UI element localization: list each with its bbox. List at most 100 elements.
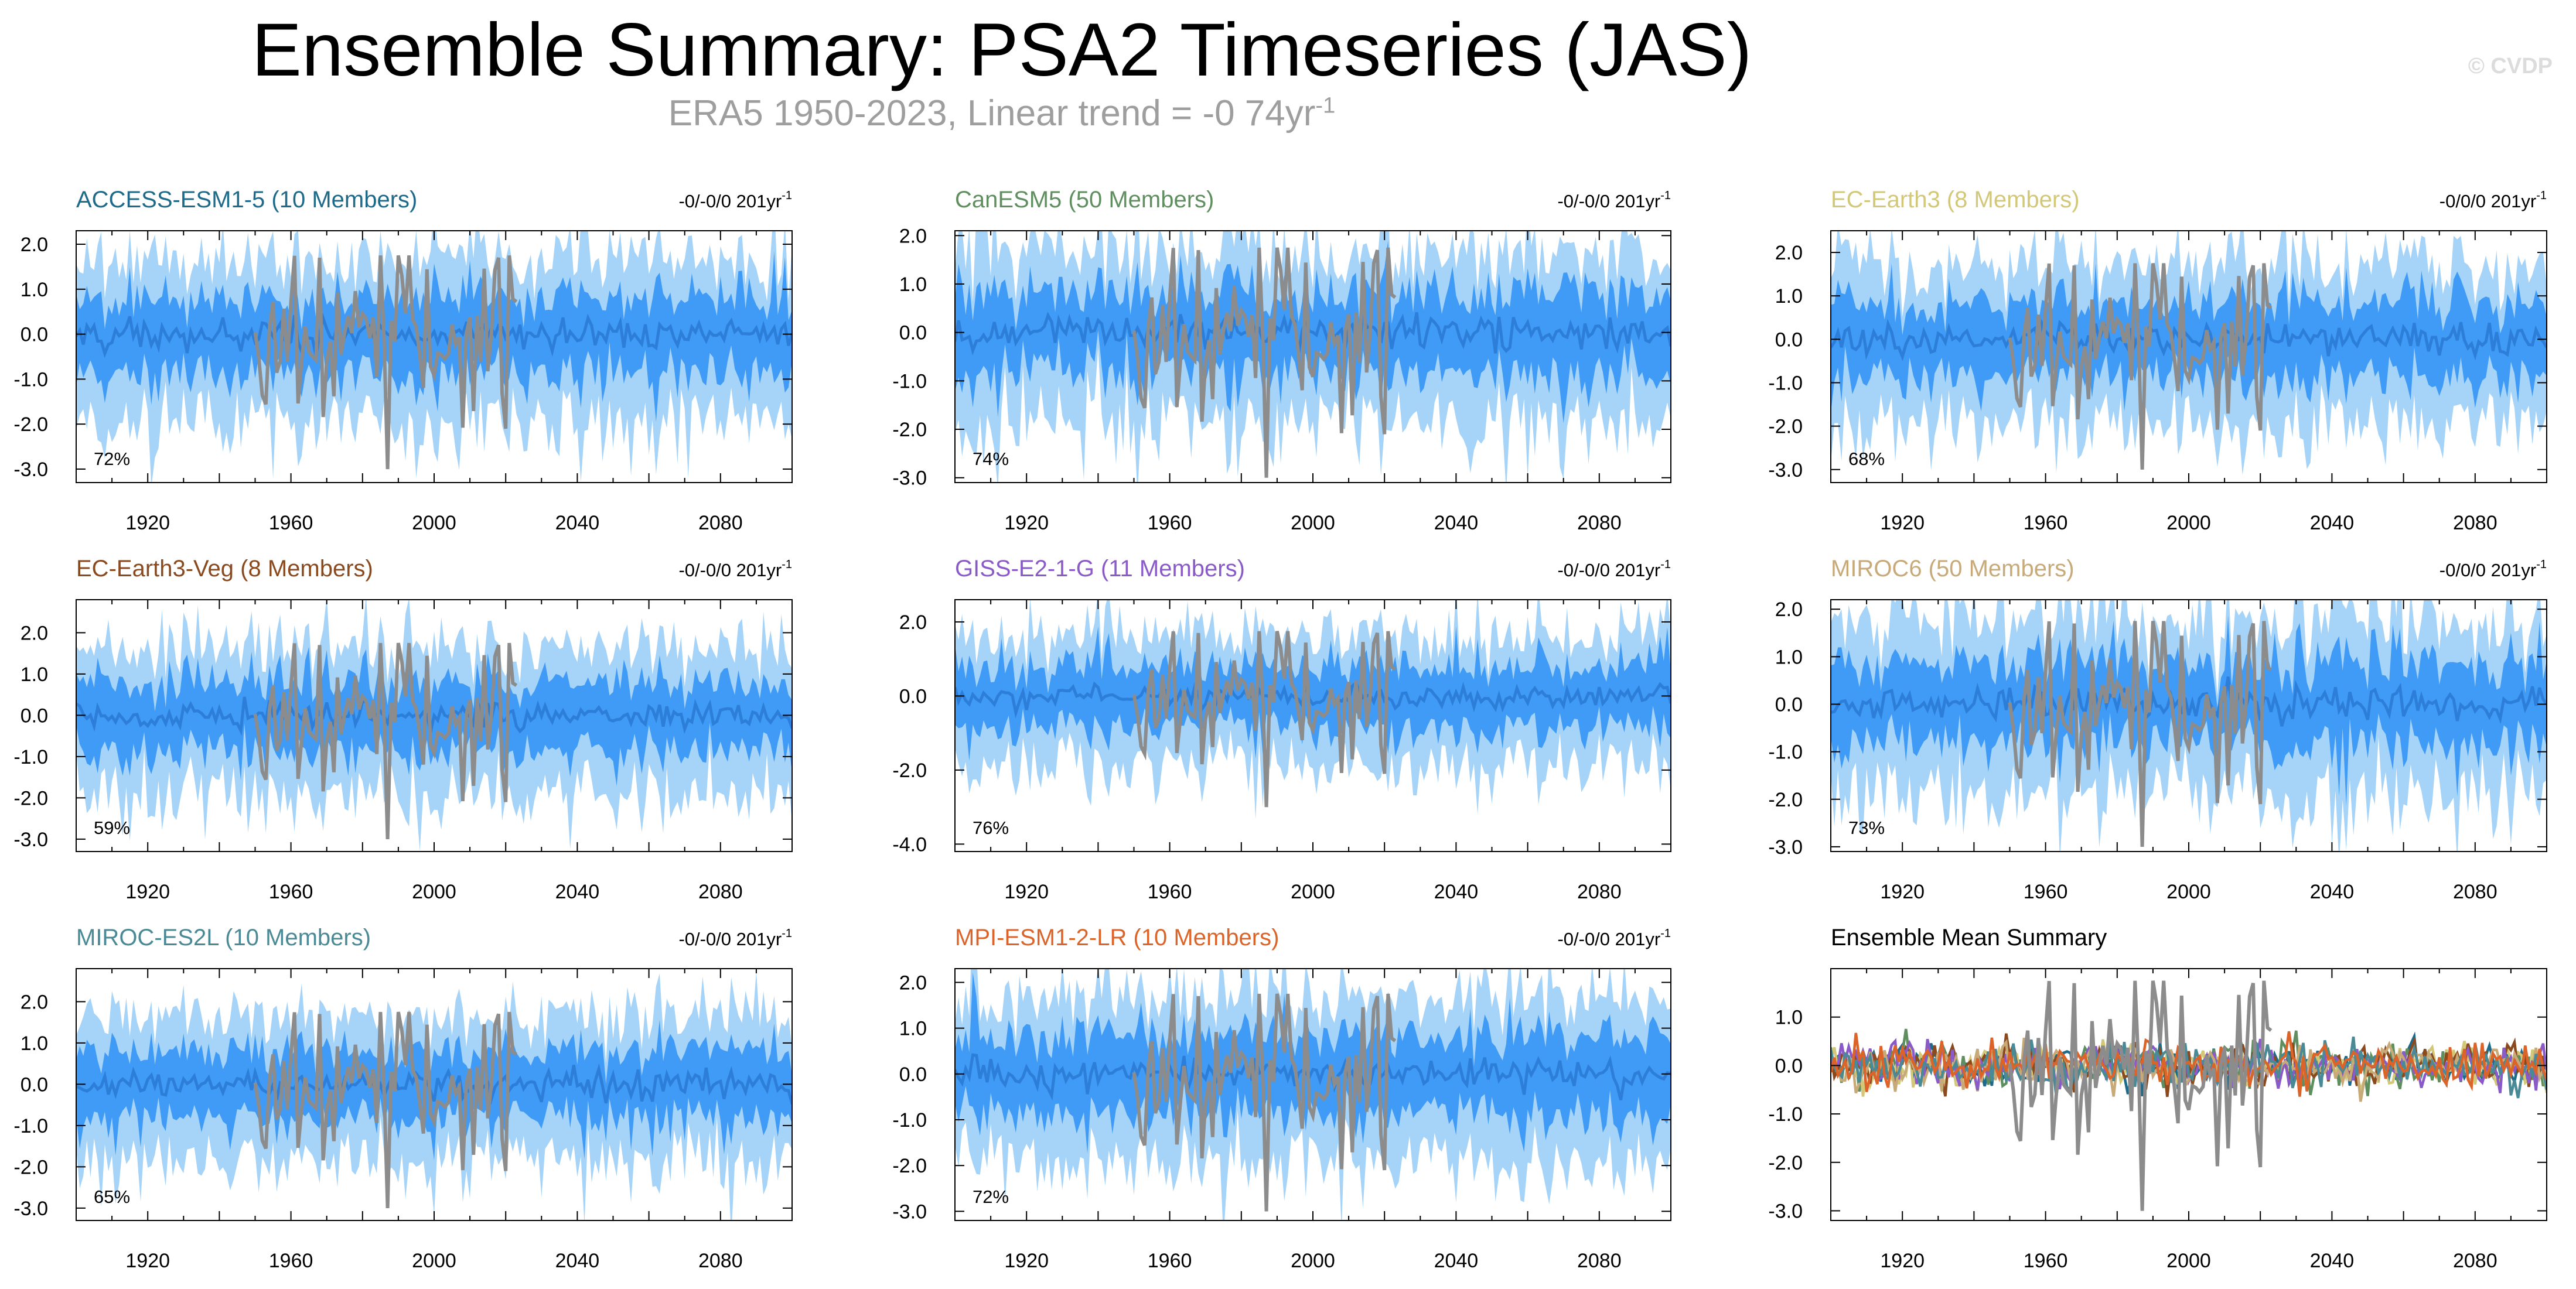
trend-label: -0/-0/0 201yr-1 (1557, 558, 1671, 580)
trend-superscript: -1 (782, 558, 792, 571)
ensemble-mean-line (955, 1053, 1671, 1101)
observed-line (1132, 631, 1397, 808)
plot-area (76, 231, 792, 483)
ytick-label: -2.0 (13, 1156, 48, 1178)
xtick-label: 1960 (2024, 512, 2068, 534)
ensemble-mean-line (76, 696, 792, 736)
trend-text: -0/0/0 201yr (2439, 560, 2536, 580)
xtick-label: 2000 (1291, 512, 1335, 534)
xtick-label: 2000 (412, 512, 456, 534)
panel-3: EC-Earth3-Veg (8 Members) -0/-0/0 201yr-1… (13, 556, 793, 903)
observed-line (2008, 980, 2273, 1211)
xtick-label: 1960 (2024, 881, 2068, 903)
ytick-label: -3.0 (13, 829, 48, 851)
percent-label: 76% (973, 818, 1009, 838)
ytick-label: 2.0 (21, 991, 48, 1013)
xtick-label: 2080 (2453, 881, 2497, 903)
ytick-label: 1.0 (1775, 285, 1803, 307)
trend-text: -0/-0/0 201yr (1557, 560, 1660, 580)
trend-label: -0/0/0 201yr-1 (2439, 558, 2547, 580)
ytick-label: -1.0 (1768, 741, 1803, 764)
plot-area (76, 971, 792, 1220)
plot-area (1831, 231, 2547, 476)
xtick-label: 2000 (2166, 881, 2211, 903)
panel-title: EC-Earth3 (8 Members) (1831, 187, 2080, 213)
percent-label: 68% (1848, 449, 1885, 469)
ensemble-mean-line (76, 1063, 792, 1105)
observed-line (2008, 263, 2273, 470)
ytick-label: -2.0 (892, 419, 927, 441)
trend-text: -0/-0/0 201yr (678, 560, 782, 580)
ytick-label: 0.0 (1775, 329, 1803, 351)
ytick-label: 2.0 (899, 225, 927, 247)
copyright-watermark: © CVDP (2468, 54, 2553, 78)
panel-5: MIROC6 (50 Members) -0/0/0 201yr-1 2.0 1.0 0… (1768, 556, 2547, 903)
panel-1: CanESM5 (50 Members) -0/-0/0 201yr-1 2.0 1.… (892, 187, 1671, 534)
ensemble-mean-line (76, 313, 792, 358)
panel-title: MIROC-ES2L (10 Members) (76, 925, 371, 950)
panel-4: GISS-E2-1-G (11 Members) -0/-0/0 201yr-1 2… (892, 556, 1671, 903)
panel-title: Ensemble Mean Summary (1831, 925, 2107, 950)
percent-label: 73% (1848, 818, 1885, 838)
ytick-label: 0.0 (1775, 1055, 1803, 1077)
observed-line (253, 642, 518, 839)
panel-title: ACCESS-ESM1-5 (10 Members) (76, 187, 417, 213)
xtick-label: 2040 (1434, 881, 1479, 903)
ytick-label: -2.0 (1768, 416, 1803, 438)
panel-0: ACCESS-ESM1-5 (10 Members) -0/-0/0 201yr-… (13, 187, 793, 534)
inner-spread-band (76, 251, 792, 422)
xtick-label: 2040 (555, 1250, 600, 1272)
plot-area (955, 600, 1671, 819)
ytick-label: -1.0 (13, 368, 48, 391)
plot-area (1831, 980, 2547, 1211)
xtick-label: 2000 (2166, 512, 2211, 534)
xtick-label: 1920 (1004, 1250, 1049, 1272)
subtitle-text: ERA5 1950-2023, Linear trend = -0 74yr (668, 93, 1316, 134)
percent-label: 72% (94, 449, 130, 469)
xtick-label: 1920 (125, 881, 170, 903)
ytick-label: 1.0 (1775, 1007, 1803, 1029)
ytick-label: -1.0 (13, 1115, 48, 1137)
series-line-mpi-esm1-2-lr (1831, 1031, 2547, 1097)
ytick-label: 2.0 (21, 622, 48, 644)
ytick-label: 2.0 (899, 972, 927, 994)
trend-label: -0/-0/0 201yr-1 (678, 189, 792, 211)
plot-area (1831, 600, 2547, 852)
ytick-label: 1.0 (21, 279, 48, 301)
ensemble-mean-line (1831, 676, 2547, 727)
ytick-label: 0.0 (21, 705, 48, 727)
ytick-label: -3.0 (13, 1198, 48, 1220)
ytick-label: -3.0 (1768, 836, 1803, 859)
xtick-label: 1960 (1148, 1250, 1192, 1272)
ensemble-mean-line (1831, 319, 2547, 361)
ytick-label: 2.0 (899, 611, 927, 634)
ytick-label: 1.0 (899, 273, 927, 296)
ytick-label: -3.0 (892, 1201, 927, 1223)
xtick-label: 1920 (1004, 512, 1049, 534)
xtick-label: 1920 (1880, 881, 1925, 903)
xtick-label: 2080 (698, 512, 743, 534)
trend-label: -0/-0/0 201yr-1 (678, 927, 792, 949)
plot-area (76, 600, 792, 851)
xtick-label: 2000 (2166, 1250, 2211, 1272)
ytick-label: -1.0 (892, 1109, 927, 1131)
xtick-label: 2000 (412, 881, 456, 903)
trend-superscript: -1 (1660, 927, 1671, 940)
panel-title: GISS-E2-1-G (11 Members) (955, 556, 1245, 582)
subtitle-superscript: -1 (1315, 93, 1336, 118)
panel-title: MPI-ESM1-2-LR (10 Members) (955, 925, 1279, 950)
xtick-label: 1920 (1004, 881, 1049, 903)
ytick-label: -1.0 (892, 370, 927, 392)
percent-label: 72% (973, 1187, 1009, 1207)
xtick-label: 2080 (2453, 1250, 2497, 1272)
plot-frame (1830, 968, 2547, 1221)
ytick-label: -1.0 (1768, 1103, 1803, 1126)
ytick-label: 1.0 (21, 1032, 48, 1055)
ytick-label: 0.0 (21, 1073, 48, 1096)
ytick-label: 0.0 (899, 322, 927, 344)
xtick-label: 1960 (269, 1250, 313, 1272)
ytick-label: 2.0 (1775, 242, 1803, 264)
trend-label: -0/-0/0 201yr-1 (678, 558, 792, 580)
xtick-label: 1960 (2024, 1250, 2068, 1272)
